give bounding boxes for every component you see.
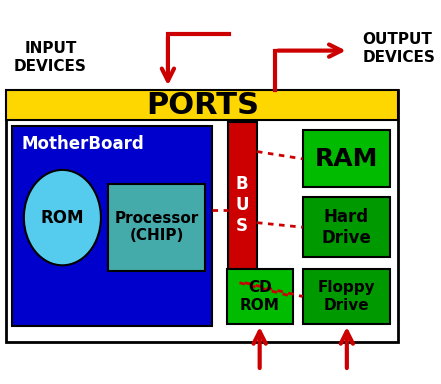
Text: Hard
Drive: Hard Drive: [321, 208, 371, 247]
Text: B
U
S: B U S: [235, 175, 249, 235]
Bar: [7, 90, 398, 343]
Bar: [303, 269, 390, 324]
Text: OUTPUT
DEVICES: OUTPUT DEVICES: [363, 32, 435, 65]
Text: MotherBoard: MotherBoard: [21, 135, 144, 153]
Bar: [108, 184, 205, 271]
Text: ROM: ROM: [41, 209, 84, 227]
Bar: [303, 131, 390, 187]
Bar: [7, 90, 398, 120]
Text: Processor
(CHIP): Processor (CHIP): [114, 211, 198, 243]
Bar: [12, 126, 212, 326]
Ellipse shape: [24, 170, 101, 265]
Bar: [303, 197, 390, 257]
Text: INPUT
DEVICES: INPUT DEVICES: [14, 41, 87, 74]
Bar: [227, 269, 293, 324]
Text: Floppy
Drive: Floppy Drive: [318, 280, 375, 313]
Text: CD
ROM: CD ROM: [240, 280, 280, 313]
Text: RAM: RAM: [315, 147, 378, 171]
Bar: [228, 122, 257, 287]
Text: PORTS: PORTS: [146, 91, 259, 120]
